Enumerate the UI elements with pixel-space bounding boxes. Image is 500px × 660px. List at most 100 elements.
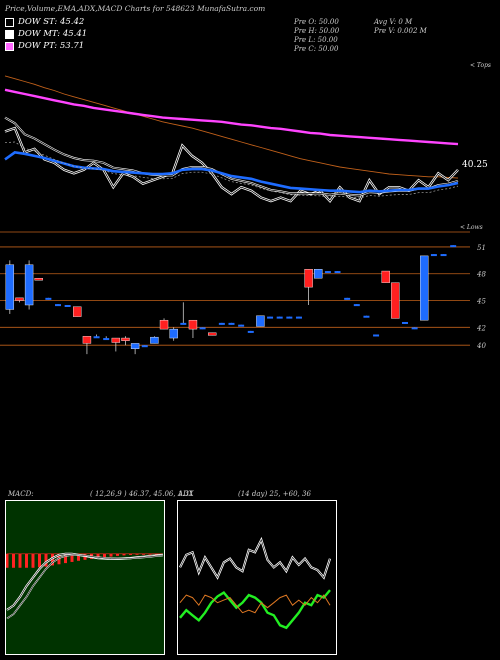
y-tick-label-3: 42 — [476, 324, 486, 332]
candle-panel: 51 48 45 42 40 — [0, 231, 486, 355]
candle-body-21 — [208, 332, 217, 336]
macd-hist-bar-20 — [135, 553, 139, 555]
macd-hist-bar-9 — [64, 553, 67, 564]
last-value-label: 40.25 — [462, 160, 488, 170]
macd-params: ( 12,26,9 ) 46.37, 45.06, 1.31 — [90, 490, 194, 498]
macd-hist-bar-21 — [142, 553, 145, 555]
macd-hist-bar-22 — [148, 553, 152, 555]
macd-hist-bar-18 — [122, 553, 126, 556]
pre-high: Pre H: 50.00 — [294, 27, 340, 35]
macd-hist-bar-10 — [70, 553, 74, 562]
candle-body-10 — [103, 338, 110, 341]
macd-title: MACD: — [8, 490, 34, 498]
candle-body-37 — [363, 315, 370, 318]
legend-label: DOW PT: 53.71 — [18, 41, 85, 51]
candle-body-13 — [130, 343, 140, 349]
candle-body-23 — [228, 322, 235, 325]
macd-hist-bar-6 — [44, 553, 48, 567]
candle-body-20 — [199, 327, 206, 330]
candle-body-6 — [64, 305, 71, 307]
candle-body-33 — [324, 271, 331, 274]
adx-line-1 — [179, 589, 331, 630]
pre-volume: Pre V: 0.002 M — [374, 27, 427, 35]
candle-body-11 — [111, 337, 121, 343]
candle-body-26 — [256, 315, 265, 327]
adx-line-2 — [179, 594, 331, 614]
legend-swatch — [5, 29, 14, 39]
macd-hist-bar-16 — [109, 553, 113, 557]
series-line-1 — [4, 116, 459, 197]
candle-body-14 — [141, 345, 148, 348]
candle-body-29 — [286, 316, 293, 319]
price-panel — [4, 75, 459, 203]
candle-body-31 — [304, 269, 313, 288]
candle-body-27 — [267, 316, 274, 319]
candle-body-40 — [391, 282, 400, 319]
candle-body-46 — [450, 245, 457, 248]
macd-hist-bar-19 — [129, 553, 132, 555]
candle-body-1 — [15, 297, 24, 301]
candle-body-45 — [440, 254, 447, 257]
candle-body-5 — [55, 304, 62, 307]
lows-tag: < Lows — [460, 224, 483, 231]
candle-body-32 — [314, 269, 323, 279]
macd-hist-bar-7 — [51, 553, 54, 566]
candle-body-0 — [5, 264, 15, 310]
macd-hist-bar-2 — [18, 553, 22, 568]
candle-body-24 — [238, 324, 245, 327]
macd-hist-bar-1 — [12, 553, 15, 568]
macd-hist-bar-17 — [116, 553, 119, 556]
legend-swatch — [5, 41, 14, 51]
candle-body-30 — [295, 316, 302, 319]
adx-line-0-core — [179, 539, 331, 579]
legend-label: DOW ST: 45.42 — [18, 17, 85, 27]
macd-hist-bar-15 — [103, 553, 106, 558]
candle-body-12 — [121, 337, 130, 341]
candle-body-16 — [159, 319, 169, 330]
candle-body-44 — [430, 254, 437, 257]
adx-title: ADX — [178, 490, 194, 498]
y-tick-label-0: 51 — [477, 244, 486, 252]
legend-item-2: DOW PT: 53.71 — [5, 41, 84, 51]
candle-body-43 — [420, 255, 429, 321]
candle-body-41 — [401, 321, 408, 324]
candle-body-4 — [45, 297, 52, 300]
y-tick-label-1: 48 — [476, 271, 486, 279]
macd-hist-bar-11 — [77, 553, 80, 561]
adx-frame — [177, 500, 337, 655]
series-line-3 — [4, 88, 459, 146]
candle-body-9 — [93, 336, 100, 339]
candle-body-34 — [334, 271, 341, 274]
macd-hist-bar-5 — [38, 553, 41, 568]
avg-line — [4, 141, 459, 199]
candle-body-15 — [150, 336, 159, 344]
candle-body-36 — [353, 304, 360, 307]
tops-tag: < Tops — [470, 62, 492, 69]
candle-body-7 — [73, 306, 82, 317]
y-tick-label-4: 40 — [476, 342, 486, 350]
candle-body-42 — [411, 327, 418, 330]
candle-body-25 — [247, 330, 254, 333]
candle-body-8 — [82, 336, 92, 344]
adx-params: (14 day) 25, +60, 36 — [238, 490, 311, 498]
chart-title: Price,Volume,EMA,ADX,MACD Charts for 548… — [5, 4, 266, 13]
macd-hist-bar-4 — [31, 553, 35, 568]
legend-item-0: DOW ST: 45.42 — [5, 17, 84, 27]
candle-body-22 — [218, 322, 225, 325]
macd-hist-bar-0 — [5, 553, 9, 568]
adx-panel — [179, 536, 332, 630]
macd-line-1-core — [6, 554, 164, 619]
candle-body-17 — [169, 328, 178, 339]
candle-body-18 — [180, 322, 187, 325]
candle-body-39 — [381, 270, 390, 283]
macd-hist-bar-23 — [155, 553, 158, 555]
pre-open: Pre O: 50.00 — [294, 18, 339, 26]
series-line-1-core — [4, 117, 459, 196]
macd-hist-bar-3 — [25, 553, 28, 568]
pre-close: Pre C: 50.00 — [294, 45, 339, 53]
legend-item-1: DOW MT: 45.41 — [5, 29, 87, 39]
y-tick-label-2: 45 — [476, 298, 486, 306]
candle-body-2 — [24, 264, 34, 306]
macd-panel — [5, 501, 164, 654]
